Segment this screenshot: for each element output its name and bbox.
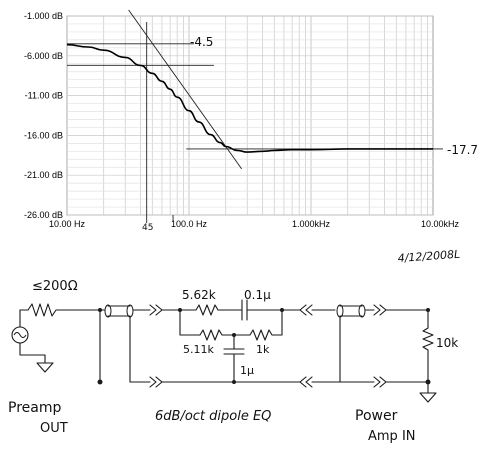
input-cable <box>99 304 151 383</box>
schematic-title: 6dB/oct dipole EQ <box>155 409 271 424</box>
amp-in-label: Amp IN <box>368 429 416 444</box>
eq-schematic: ≤200Ω <box>8 279 458 444</box>
connector-right-top <box>299 304 313 316</box>
load-resistor-label: 10k <box>436 336 458 350</box>
plot-area <box>66 15 434 216</box>
y-tick-labels: -1.000 dB -6.000 dB -11.00 dB -16.00 dB -21.… <box>24 11 63 220</box>
source-top-wire <box>19 309 29 328</box>
grid-lines <box>66 15 433 216</box>
annotation-minus-17-7: -17.7 <box>447 143 478 157</box>
y-tick-label: -6.000 dB <box>24 51 63 61</box>
shunt-resistor-left-label: 5.11k <box>183 343 214 356</box>
y-tick-label: -16.00 dB <box>24 130 63 140</box>
connector-far-right-bottom <box>373 376 387 388</box>
response-curve <box>66 43 433 153</box>
load-resistor <box>422 309 434 383</box>
ground-icon <box>36 362 54 373</box>
annotation-minus-4-5: -4.5 <box>190 35 213 49</box>
y-tick-label: -1.000 dB <box>24 11 63 21</box>
connector-right-bottom <box>299 376 313 388</box>
frequency-response-chart: -1.000 dB -6.000 dB -11.00 dB -16.00 dB -21.… <box>24 9 478 265</box>
ac-source-icon <box>11 326 29 344</box>
annotation-45-hz: 45 <box>142 223 153 233</box>
connector-far-right-top <box>373 304 387 316</box>
power-label: Power <box>355 408 398 424</box>
slope-line <box>128 9 242 170</box>
x-tick-label: 100.0 Hz <box>171 219 208 229</box>
series-capacitor-label: 0.1µ <box>244 288 271 302</box>
shunt-resistor-right-label: 1k <box>256 343 270 356</box>
series-capacitor <box>235 299 283 321</box>
connector-left-top <box>149 304 163 316</box>
shunt-resistor-right <box>233 309 283 341</box>
source-resistor <box>27 303 101 317</box>
ground-icon <box>419 381 437 403</box>
x-tick-label: 1.000kHz <box>292 219 331 229</box>
source-bottom-wire <box>19 342 46 364</box>
series-resistor <box>179 304 237 316</box>
y-tick-label: -26.00 dB <box>24 210 63 220</box>
preamp-label: Preamp <box>8 400 61 416</box>
source-impedance-label: ≤200Ω <box>32 279 78 294</box>
out-label: OUT <box>40 421 68 436</box>
date-annotation: 4/12/2008L <box>397 248 460 265</box>
shunt-capacitor-label: 1µ <box>240 364 254 377</box>
shunt-capacitor <box>223 334 245 383</box>
connector-left-bottom <box>149 376 163 388</box>
x-tick-labels: 10.00 Hz 100.0 Hz 1.000kHz 10.00kHz <box>49 219 460 229</box>
x-tick-label: 10.00 Hz <box>49 219 86 229</box>
y-tick-label: -11.00 dB <box>25 91 63 101</box>
series-resistor-label: 5.62k <box>182 288 216 302</box>
output-cable <box>311 304 375 383</box>
shunt-resistor-left <box>199 329 235 341</box>
x-tick-label: 10.00kHz <box>421 219 460 229</box>
y-tick-label: -21.00 dB <box>24 170 63 180</box>
